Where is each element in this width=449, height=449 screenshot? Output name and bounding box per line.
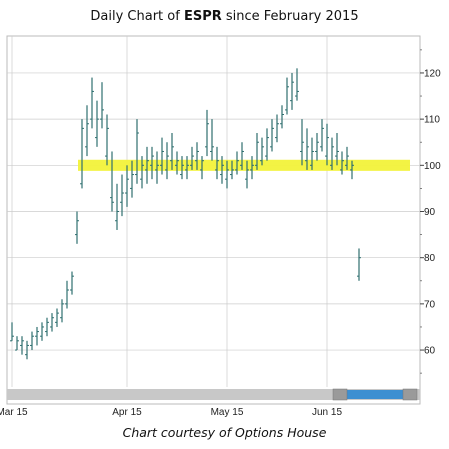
ohlc-bar xyxy=(170,132,174,170)
ohlc-bar xyxy=(260,137,264,166)
scrollbar-left-handle[interactable] xyxy=(332,388,348,401)
x-tick-label: Jun 15 xyxy=(312,407,342,418)
ohlc-bar xyxy=(285,77,289,115)
ohlc-bar xyxy=(90,77,94,129)
ohlc-bar xyxy=(210,119,214,161)
x-axis: Mar 15 Apr 15 May 15 Jun 15 xyxy=(0,407,342,418)
ohlc-bar xyxy=(275,114,279,143)
ohlc-bar xyxy=(125,165,129,207)
ohlc-bar xyxy=(315,132,319,161)
ohlc-bar xyxy=(100,82,104,129)
ohlc-bar xyxy=(175,151,179,175)
ohlc-bar xyxy=(25,340,29,360)
ohlc-bar xyxy=(45,317,49,337)
ohlc-bar xyxy=(215,146,219,180)
ohlc-bar xyxy=(140,156,144,189)
ohlc-bar xyxy=(155,151,159,184)
scrollbar-track[interactable] xyxy=(7,389,420,400)
scrollbar-thumb[interactable] xyxy=(347,390,403,399)
ohlc-bar xyxy=(335,132,339,166)
ohlc-bar xyxy=(60,299,64,323)
y-tick-label: 120 xyxy=(424,68,441,79)
ohlc-bar xyxy=(30,331,34,351)
ohlc-bar xyxy=(40,322,44,341)
ohlc-bar xyxy=(220,156,224,184)
y-tick-label: 90 xyxy=(424,207,436,218)
ohlc-bar xyxy=(345,146,349,170)
ohlc-bar xyxy=(70,271,74,295)
x-tick-label: Apr 15 xyxy=(112,407,142,418)
ohlc-bar xyxy=(240,142,244,170)
ohlc-bar xyxy=(75,211,79,244)
ohlc-bar xyxy=(320,119,324,152)
ohlc-bar xyxy=(180,156,184,180)
y-tick-label: 80 xyxy=(424,253,436,264)
ohlc-bar xyxy=(65,280,69,309)
ohlc-bar xyxy=(225,160,229,189)
ohlc-bar xyxy=(120,174,124,217)
chart-title: Daily Chart of ESPR since February 2015 xyxy=(0,9,449,24)
price-bars xyxy=(10,68,361,360)
y-tick-label: 110 xyxy=(424,115,440,126)
ohlc-bar xyxy=(10,322,14,342)
x-tick-label: May 15 xyxy=(211,407,244,418)
ohlc-bar xyxy=(135,119,139,184)
ohlc-bar xyxy=(305,128,309,170)
ohlc-bar xyxy=(245,160,249,189)
scrollbar-right-handle[interactable] xyxy=(402,388,418,401)
ohlc-bar xyxy=(145,146,149,184)
ohlc-bar xyxy=(190,146,194,170)
x-tick-label: Mar 15 xyxy=(0,407,28,418)
title-ticker: ESPR xyxy=(183,9,222,24)
y-tick-label: 70 xyxy=(424,299,436,310)
plot-background xyxy=(6,35,421,405)
ohlc-bar xyxy=(300,119,304,166)
ohlc-bar xyxy=(50,313,54,332)
ohlc-bar xyxy=(165,142,169,180)
ohlc-bar xyxy=(35,326,39,346)
ohlc-bar xyxy=(160,137,164,175)
ohlc-bar xyxy=(20,336,24,355)
ohlc-bar xyxy=(110,151,114,212)
chart-caption: Chart courtesy of Options House xyxy=(122,425,327,440)
highlight-band xyxy=(78,159,410,171)
title-prefix: Daily Chart of xyxy=(90,9,184,24)
ohlc-bar xyxy=(205,109,209,157)
ohlc-bar xyxy=(270,119,274,152)
ohlc-bar xyxy=(310,137,314,170)
ohlc-bar xyxy=(357,248,361,281)
ohlc-bar xyxy=(85,105,89,157)
ohlc-bar xyxy=(15,336,19,351)
title-suffix: since February 2015 xyxy=(221,9,359,24)
ohlc-bar xyxy=(330,137,334,170)
y-axis: 60 70 80 90 100 110 120 xyxy=(420,49,441,374)
ohlc-bar xyxy=(235,151,239,175)
ohlc-bar xyxy=(115,183,119,230)
ohlc-bar xyxy=(130,160,134,198)
ohlc-bar xyxy=(195,142,199,170)
ohlc-bar xyxy=(150,146,154,180)
ohlc-bar xyxy=(265,128,269,161)
ohlc-bar xyxy=(340,151,344,175)
y-tick-label: 100 xyxy=(424,161,441,172)
ohlc-bar xyxy=(255,132,259,170)
ohlc-bar xyxy=(295,68,299,101)
ohlc-bar xyxy=(325,123,329,166)
ohlc-bar xyxy=(230,160,234,180)
ohlc-bar xyxy=(95,100,99,147)
ohlc-bar xyxy=(250,156,254,180)
ohlc-bar xyxy=(200,156,204,180)
ohlc-bar xyxy=(280,105,284,129)
ohlc-bar xyxy=(105,114,109,166)
ohlc-bar xyxy=(350,160,354,180)
ohlc-bar xyxy=(290,72,294,110)
ohlc-bar xyxy=(185,156,189,180)
scrollbar[interactable] xyxy=(7,388,420,401)
ohlc-bar xyxy=(80,119,84,189)
y-tick-label: 60 xyxy=(424,346,436,357)
ohlc-bar xyxy=(55,308,59,327)
